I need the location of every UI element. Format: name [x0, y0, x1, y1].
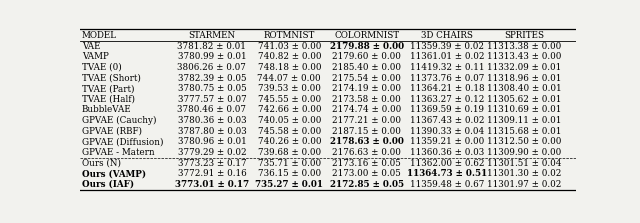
Text: 11305.62 ± 0.01: 11305.62 ± 0.01: [487, 95, 562, 104]
Text: 11364.73 ± 0.51: 11364.73 ± 0.51: [407, 169, 487, 178]
Text: 11369.59 ± 0.19: 11369.59 ± 0.19: [410, 105, 484, 114]
Text: 739.68 ± 0.00: 739.68 ± 0.00: [258, 148, 321, 157]
Text: 739.53 ± 0.00: 739.53 ± 0.00: [258, 84, 321, 93]
Text: 2173.16 ± 0.05: 2173.16 ± 0.05: [332, 159, 401, 168]
Text: 11318.96 ± 0.01: 11318.96 ± 0.01: [487, 74, 562, 83]
Text: 748.18 ± 0.00: 748.18 ± 0.00: [257, 63, 321, 72]
Text: 2178.63 ± 0.00: 2178.63 ± 0.00: [330, 137, 404, 146]
Text: 11363.27 ± 0.12: 11363.27 ± 0.12: [410, 95, 484, 104]
Text: 11367.43 ± 0.02: 11367.43 ± 0.02: [410, 116, 484, 125]
Text: 11362.00 ± 0.62: 11362.00 ± 0.62: [410, 159, 484, 168]
Text: 2176.63 ± 0.00: 2176.63 ± 0.00: [332, 148, 401, 157]
Text: VAE: VAE: [82, 42, 100, 51]
Text: 11390.33 ± 0.04: 11390.33 ± 0.04: [410, 127, 484, 136]
Text: 11315.68 ± 0.01: 11315.68 ± 0.01: [487, 127, 562, 136]
Text: 3780.75 ± 0.05: 3780.75 ± 0.05: [178, 84, 246, 93]
Text: Ours (VAMP): Ours (VAMP): [82, 169, 146, 178]
Text: STARMEN: STARMEN: [188, 31, 236, 40]
Text: 2177.21 ± 0.00: 2177.21 ± 0.00: [332, 116, 401, 125]
Text: 11301.51 ± 0.04: 11301.51 ± 0.04: [487, 159, 562, 168]
Text: SPRITES: SPRITES: [504, 31, 545, 40]
Text: 11309.11 ± 0.01: 11309.11 ± 0.01: [487, 116, 562, 125]
Text: 3780.36 ± 0.03: 3780.36 ± 0.03: [178, 116, 246, 125]
Text: 11359.21 ± 0.00: 11359.21 ± 0.00: [410, 137, 484, 146]
Text: GPVAE (Diffusion): GPVAE (Diffusion): [82, 137, 163, 146]
Text: 2172.85 ± 0.05: 2172.85 ± 0.05: [330, 180, 404, 189]
Text: TVAE (Short): TVAE (Short): [82, 74, 141, 83]
Text: 11313.43 ± 0.00: 11313.43 ± 0.00: [487, 52, 562, 61]
Text: 3780.46 ± 0.07: 3780.46 ± 0.07: [177, 105, 246, 114]
Text: 3779.29 ± 0.02: 3779.29 ± 0.02: [178, 148, 246, 157]
Text: 11373.76 ± 0.07: 11373.76 ± 0.07: [410, 74, 484, 83]
Text: 745.55 ± 0.00: 745.55 ± 0.00: [258, 95, 321, 104]
Text: GPVAE (RBF): GPVAE (RBF): [82, 127, 142, 136]
Text: 740.05 ± 0.00: 740.05 ± 0.00: [258, 116, 321, 125]
Text: 11360.36 ± 0.03: 11360.36 ± 0.03: [410, 148, 484, 157]
Text: 2173.58 ± 0.00: 2173.58 ± 0.00: [332, 95, 401, 104]
Text: 3780.96 ± 0.01: 3780.96 ± 0.01: [177, 137, 246, 146]
Text: 3773.01 ± 0.17: 3773.01 ± 0.17: [175, 180, 249, 189]
Text: 742.66 ± 0.00: 742.66 ± 0.00: [257, 105, 321, 114]
Text: 745.58 ± 0.00: 745.58 ± 0.00: [258, 127, 321, 136]
Text: 740.82 ± 0.00: 740.82 ± 0.00: [257, 52, 321, 61]
Text: 11332.09 ± 0.01: 11332.09 ± 0.01: [487, 63, 561, 72]
Text: 2174.74 ± 0.00: 2174.74 ± 0.00: [332, 105, 401, 114]
Text: 11419.32 ± 0.11: 11419.32 ± 0.11: [410, 63, 484, 72]
Text: 2185.40 ± 0.00: 2185.40 ± 0.00: [332, 63, 401, 72]
Text: 11312.50 ± 0.00: 11312.50 ± 0.00: [487, 137, 562, 146]
Text: TVAE (0): TVAE (0): [82, 63, 122, 72]
Text: 11310.69 ± 0.01: 11310.69 ± 0.01: [487, 105, 562, 114]
Text: 2174.19 ± 0.00: 2174.19 ± 0.00: [332, 84, 401, 93]
Text: 2173.00 ± 0.05: 2173.00 ± 0.05: [332, 169, 401, 178]
Text: 3D CHAIRS: 3D CHAIRS: [421, 31, 473, 40]
Text: Ours (Ν): Ours (Ν): [82, 159, 121, 168]
Text: 3781.82 ± 0.01: 3781.82 ± 0.01: [177, 42, 246, 51]
Text: BubbleVAE: BubbleVAE: [82, 105, 132, 114]
Text: 3780.99 ± 0.01: 3780.99 ± 0.01: [178, 52, 246, 61]
Text: 2179.88 ± 0.00: 2179.88 ± 0.00: [330, 42, 404, 51]
Text: 11361.01 ± 0.02: 11361.01 ± 0.02: [410, 52, 484, 61]
Text: GPVAE (Cauchy): GPVAE (Cauchy): [82, 116, 157, 125]
Text: 736.15 ± 0.00: 736.15 ± 0.00: [258, 169, 321, 178]
Text: 11301.97 ± 0.02: 11301.97 ± 0.02: [487, 180, 562, 189]
Text: 2175.54 ± 0.00: 2175.54 ± 0.00: [332, 74, 401, 83]
Text: 744.07 ± 0.00: 744.07 ± 0.00: [257, 74, 321, 83]
Text: 11308.40 ± 0.01: 11308.40 ± 0.01: [487, 84, 562, 93]
Text: 11313.38 ± 0.00: 11313.38 ± 0.00: [487, 42, 561, 51]
Text: 740.26 ± 0.00: 740.26 ± 0.00: [257, 137, 321, 146]
Text: 3787.80 ± 0.03: 3787.80 ± 0.03: [177, 127, 246, 136]
Text: 3777.57 ± 0.07: 3777.57 ± 0.07: [177, 95, 246, 104]
Text: TVAE (Part): TVAE (Part): [82, 84, 134, 93]
Text: 3806.26 ± 0.07: 3806.26 ± 0.07: [177, 63, 246, 72]
Text: GPVAE - Matern: GPVAE - Matern: [82, 148, 155, 157]
Text: 11364.21 ± 0.18: 11364.21 ± 0.18: [410, 84, 484, 93]
Text: 3773.23 ± 0.17: 3773.23 ± 0.17: [178, 159, 246, 168]
Text: COLORMNIST: COLORMNIST: [334, 31, 399, 40]
Text: 741.03 ± 0.00: 741.03 ± 0.00: [258, 42, 321, 51]
Text: 11359.48 ± 0.67: 11359.48 ± 0.67: [410, 180, 484, 189]
Text: 11309.90 ± 0.00: 11309.90 ± 0.00: [487, 148, 561, 157]
Text: 735.27 ± 0.01: 735.27 ± 0.01: [255, 180, 323, 189]
Text: 3772.91 ± 0.16: 3772.91 ± 0.16: [177, 169, 246, 178]
Text: TVAE (Half): TVAE (Half): [82, 95, 135, 104]
Text: VAMP: VAMP: [82, 52, 109, 61]
Text: ROTMNIST: ROTMNIST: [264, 31, 315, 40]
Text: 3782.39 ± 0.05: 3782.39 ± 0.05: [178, 74, 246, 83]
Text: 2179.60 ± 0.00: 2179.60 ± 0.00: [332, 52, 401, 61]
Text: 11301.30 ± 0.02: 11301.30 ± 0.02: [487, 169, 562, 178]
Text: 2187.15 ± 0.00: 2187.15 ± 0.00: [332, 127, 401, 136]
Text: 11359.39 ± 0.02: 11359.39 ± 0.02: [410, 42, 484, 51]
Text: Ours (IAF): Ours (IAF): [82, 180, 134, 189]
Text: 735.71 ± 0.00: 735.71 ± 0.00: [258, 159, 321, 168]
Text: MODEL: MODEL: [82, 31, 117, 40]
